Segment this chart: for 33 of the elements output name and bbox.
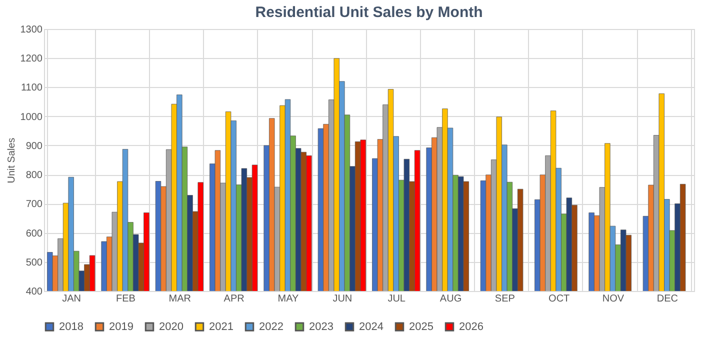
- legend-label: 2024: [359, 320, 384, 333]
- chart-title: Residential Unit Sales by Month: [255, 4, 483, 21]
- y-tick-label: 600: [26, 228, 43, 240]
- legend-label: 2020: [159, 320, 184, 333]
- x-tick-label: MAY: [278, 294, 300, 304]
- y-tick-label: 1000: [20, 112, 43, 123]
- legend-label: 2022: [259, 320, 284, 333]
- y-tick-label: 800: [26, 170, 43, 182]
- legend-label: 2023: [309, 320, 334, 333]
- y-tick-label: 500: [26, 257, 43, 268]
- y-axis-title: Unit Sales: [6, 138, 18, 184]
- x-tick-label: SEP: [494, 294, 516, 304]
- x-tick-label: DEC: [656, 294, 678, 304]
- x-tick-label: AUG: [440, 294, 462, 304]
- y-tick-label: 1200: [20, 54, 43, 65]
- x-tick-label: JAN: [62, 294, 82, 304]
- y-tick-label: 900: [26, 140, 43, 152]
- x-tick-label: JUL: [388, 294, 406, 304]
- y-tick-label: 400: [26, 286, 43, 298]
- legend-label: 2025: [409, 320, 434, 333]
- y-tick-label: 1100: [20, 82, 43, 94]
- legend-label: 2021: [209, 320, 234, 333]
- x-tick-label: JUN: [332, 294, 352, 304]
- y-tick-label: 1300: [20, 24, 43, 36]
- x-tick-label: APR: [224, 294, 244, 304]
- x-tick-label: FEB: [116, 294, 136, 304]
- y-tick-label: 700: [26, 199, 43, 210]
- x-tick-label: OCT: [548, 294, 570, 304]
- x-tick-label: NOV: [602, 294, 624, 304]
- legend-label: 2026: [459, 320, 484, 333]
- legend-label: 2018: [59, 320, 84, 333]
- legend-label: 2019: [109, 320, 134, 333]
- x-tick-label: MAR: [168, 294, 192, 304]
